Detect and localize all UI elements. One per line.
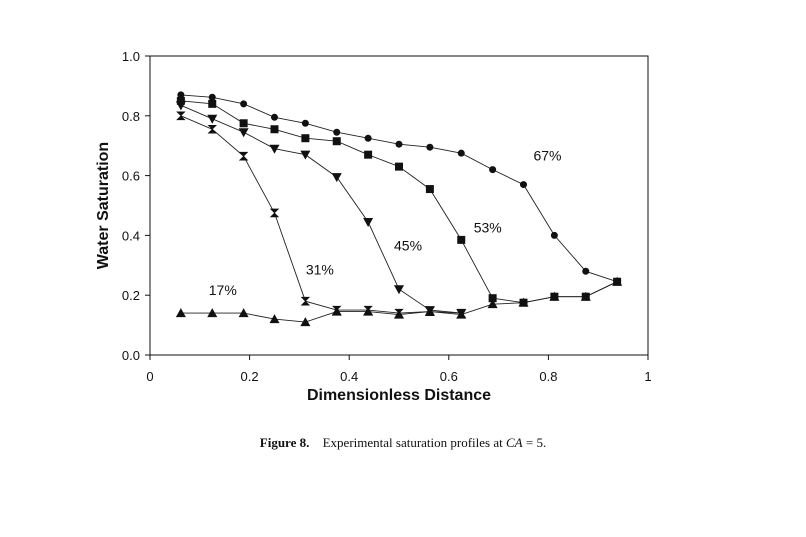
x-tick-label: 0.8 xyxy=(539,369,557,384)
y-tick-label: 0.6 xyxy=(122,169,140,184)
data-point-45 xyxy=(363,217,374,227)
caption-equals: = 5. xyxy=(525,435,547,450)
caption-text: Experimental saturation profiles at xyxy=(322,435,503,450)
data-point-67 xyxy=(177,91,185,99)
data-point-17 xyxy=(487,299,498,309)
data-point-17 xyxy=(238,308,249,318)
data-point-17 xyxy=(175,308,186,318)
series-annotation: 67% xyxy=(533,148,561,164)
figure-label: Figure 8. xyxy=(259,435,310,450)
data-point-53 xyxy=(519,298,528,307)
y-tick-label: 0.0 xyxy=(122,348,140,363)
figure-caption: Figure 8. Experimental saturation profil… xyxy=(0,435,806,451)
data-point-45 xyxy=(394,285,404,295)
y-tick-label: 0.4 xyxy=(122,228,140,243)
series-line-45 xyxy=(180,104,462,314)
data-point-31 xyxy=(332,305,342,315)
data-point-53 xyxy=(208,99,217,108)
data-point-53 xyxy=(395,162,403,171)
data-point-45 xyxy=(238,128,249,138)
data-point-67 xyxy=(208,93,216,101)
data-point-67 xyxy=(426,143,434,151)
x-tick-label: 0.4 xyxy=(340,369,358,384)
series-annotation: 53% xyxy=(474,219,502,235)
data-point-45 xyxy=(300,150,311,160)
data-point-45 xyxy=(424,306,435,316)
data-point-17 xyxy=(300,317,311,327)
series-markers xyxy=(175,91,623,327)
plot-border xyxy=(149,55,649,356)
y-tick-label: 0.8 xyxy=(122,109,140,124)
y-axis-ticks: 0.0 0.2 0.4 0.6 0.8 1.0 xyxy=(122,49,150,363)
data-point-45 xyxy=(456,309,467,319)
x-tick-label: 0 xyxy=(146,369,153,384)
data-point-31 xyxy=(300,296,311,306)
data-point-53 xyxy=(581,292,590,301)
plot-frame xyxy=(149,55,649,356)
data-point-31 xyxy=(176,111,186,121)
caption-variable: CA xyxy=(506,435,523,450)
data-point-67 xyxy=(457,149,465,157)
data-point-53 xyxy=(425,185,434,194)
x-axis-title: Dimensionless Distance xyxy=(307,387,491,404)
data-point-53 xyxy=(364,150,373,159)
y-tick-label: 0.2 xyxy=(122,288,140,303)
data-point-67 xyxy=(489,166,497,174)
series-line-31 xyxy=(180,115,462,314)
data-point-67 xyxy=(395,140,403,148)
data-point-67 xyxy=(582,267,590,275)
data-point-53 xyxy=(270,125,279,134)
data-point-53 xyxy=(239,119,248,128)
data-point-53 xyxy=(488,294,497,303)
data-point-17 xyxy=(207,308,218,318)
x-tick-label: 0.6 xyxy=(440,369,458,384)
data-point-53 xyxy=(457,235,466,244)
data-point-53 xyxy=(301,134,310,143)
series-annotation: 45% xyxy=(394,237,422,253)
data-point-67 xyxy=(301,119,309,127)
y-axis-title: Water Saturation xyxy=(95,142,112,269)
y-tick-label: 1.0 xyxy=(122,49,140,64)
data-point-31 xyxy=(207,124,217,134)
data-point-31 xyxy=(363,305,373,315)
series-annotation: 31% xyxy=(306,261,334,277)
data-point-31 xyxy=(394,308,404,318)
data-point-53 xyxy=(332,137,341,146)
x-axis-ticks: 0 0.2 0.4 0.6 0.8 1 xyxy=(146,355,652,384)
data-point-67 xyxy=(520,181,527,189)
data-point-67 xyxy=(364,134,372,142)
x-tick-label: 0.2 xyxy=(241,369,259,384)
series-annotations: 17% 31% 45% 53% 67% xyxy=(209,148,562,299)
data-point-67 xyxy=(550,231,558,239)
data-point-45 xyxy=(331,173,342,183)
data-point-53 xyxy=(176,96,185,105)
data-point-45 xyxy=(207,114,218,124)
data-point-67 xyxy=(271,113,278,121)
series-annotation: 17% xyxy=(209,282,237,298)
data-point-67 xyxy=(333,128,341,136)
data-point-53 xyxy=(550,292,559,301)
data-point-17 xyxy=(269,314,280,324)
data-point-31 xyxy=(238,151,249,161)
x-tick-label: 1 xyxy=(644,369,651,384)
data-point-45 xyxy=(269,144,280,154)
data-point-67 xyxy=(613,278,621,286)
data-point-67 xyxy=(240,100,248,108)
data-point-31 xyxy=(269,208,280,218)
